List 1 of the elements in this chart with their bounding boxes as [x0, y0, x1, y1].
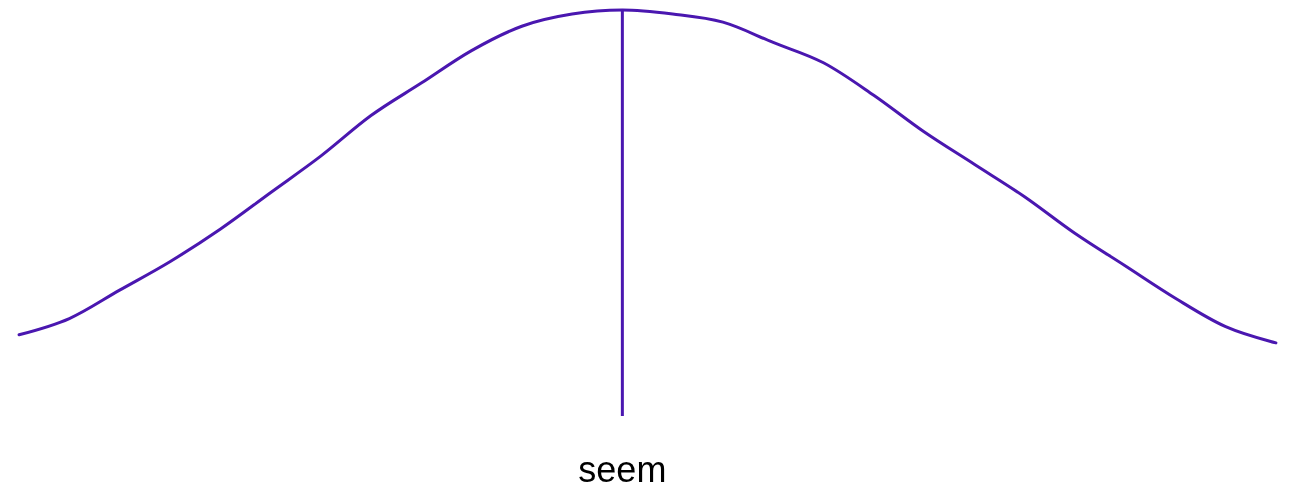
text: seem	[578, 449, 667, 490]
